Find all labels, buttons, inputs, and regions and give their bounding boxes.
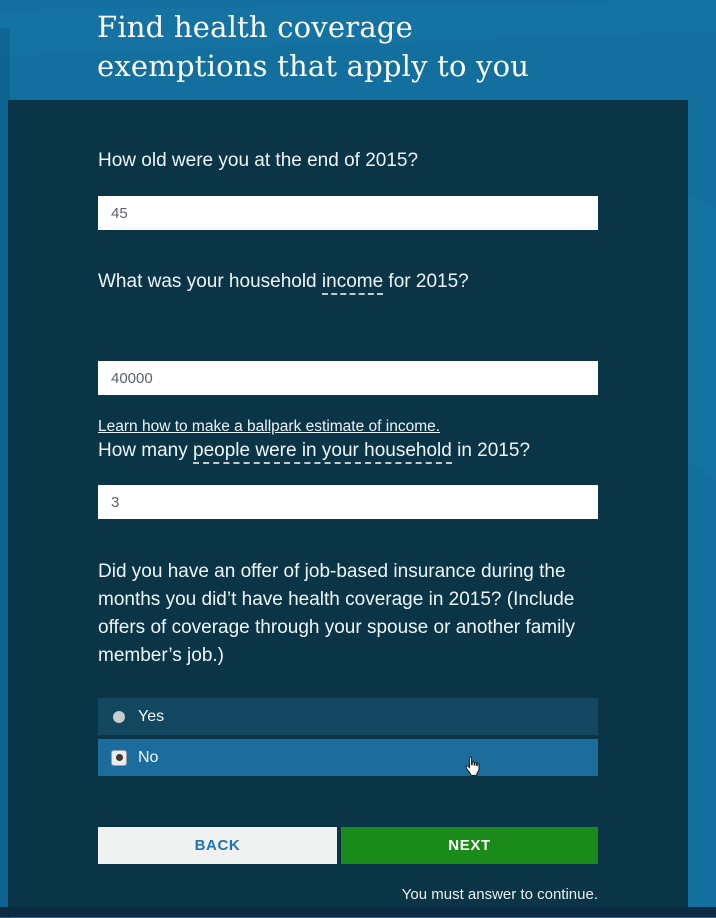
radio-yes-icon[interactable] [111, 709, 127, 725]
bottom-strip [0, 907, 716, 917]
next-button[interactable]: NEXT [341, 827, 598, 864]
question-household-term[interactable]: people were in your household [193, 440, 452, 464]
question-income-suffix: for 2015? [383, 271, 469, 292]
question-household-suffix: in 2015? [451, 440, 531, 461]
option-no-label: No [138, 748, 159, 766]
page-title-line1: Find health coverage [97, 10, 413, 44]
radio-no-selected-icon[interactable] [111, 749, 127, 766]
option-row-no[interactable]: No [98, 739, 598, 776]
age-input[interactable] [98, 196, 598, 230]
page-title: Find health coverage exemptions that app… [97, 8, 657, 86]
hand-pointer-cursor-icon [465, 756, 480, 776]
ballpark-estimate-link[interactable]: Learn how to make a ballpark estimate of… [98, 418, 441, 435]
question-age: How old were you at the end of 2015? [98, 150, 419, 171]
question-income-term[interactable]: income [321, 271, 384, 295]
option-yes-label: Yes [138, 707, 165, 725]
income-input[interactable] [98, 361, 598, 395]
question-income: What was your household income for 2015? [98, 268, 598, 296]
question-income-prefix: What was your household [98, 271, 322, 292]
form-panel: How old were you at the end of 2015? Wha… [8, 100, 688, 917]
back-button[interactable]: BACK [98, 827, 337, 864]
question-household-prefix: How many [98, 440, 194, 461]
household-input[interactable] [98, 485, 598, 519]
option-row-yes[interactable]: Yes [98, 698, 598, 735]
page-title-line2: exemptions that apply to you [97, 49, 530, 83]
must-answer-note: You must answer to continue. [401, 886, 598, 903]
question-job-insurance: Did you have an offer of job-based insur… [98, 561, 576, 666]
page-header: Find health coverage exemptions that app… [97, 8, 657, 86]
question-household: How many people were in your household i… [98, 437, 598, 465]
